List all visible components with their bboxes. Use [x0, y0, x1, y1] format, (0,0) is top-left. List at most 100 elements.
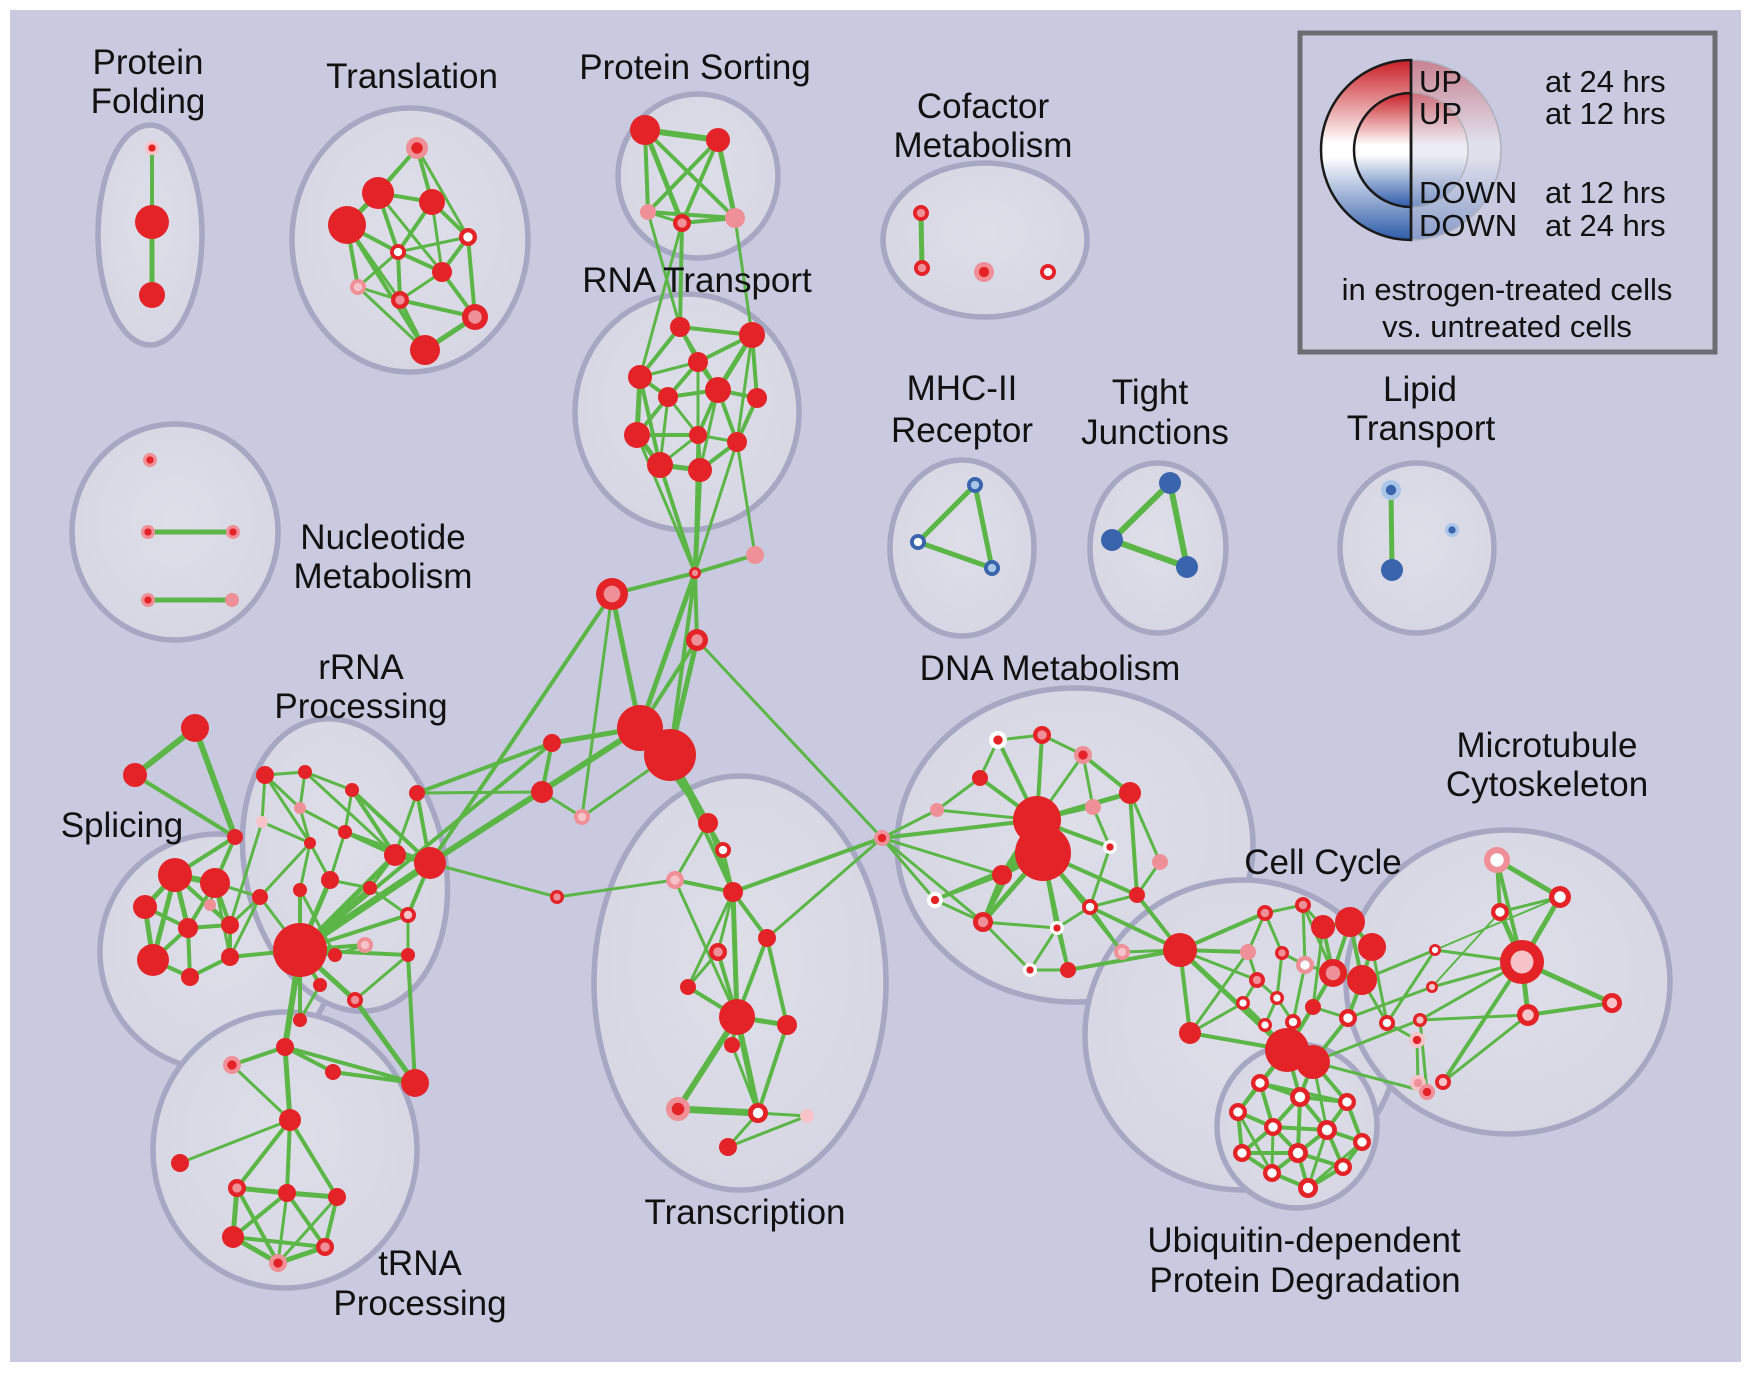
- gene-node-ub7[interactable]: [1233, 1144, 1251, 1162]
- gene-node-tn4[interactable]: [279, 1109, 301, 1131]
- gene-node-tc7[interactable]: [666, 1097, 690, 1121]
- gene-node-tc5[interactable]: [777, 1015, 797, 1035]
- gene-node-j2[interactable]: [1101, 529, 1123, 551]
- gene-node-cc2[interactable]: [1295, 897, 1311, 913]
- gene-node-dm3[interactable]: [1074, 746, 1092, 764]
- gene-node-mt3[interactable]: [1491, 903, 1509, 921]
- gene-node-s1[interactable]: [689, 567, 701, 579]
- gene-node-pf1[interactable]: [145, 141, 159, 155]
- gene-node-ub10[interactable]: [1263, 1164, 1281, 1182]
- gene-node-tn6[interactable]: [228, 1179, 246, 1197]
- gene-node-l2[interactable]: [1381, 559, 1403, 581]
- gene-node-pf3[interactable]: [139, 282, 165, 308]
- gene-node-ub4[interactable]: [1229, 1103, 1247, 1121]
- gene-node-t7[interactable]: [432, 262, 452, 282]
- gene-node-ub2[interactable]: [1290, 1087, 1310, 1107]
- gene-node-r5[interactable]: [658, 387, 678, 407]
- gene-node-dm4[interactable]: [972, 770, 988, 786]
- gene-node-s6[interactable]: [531, 781, 553, 803]
- gene-node-dm17[interactable]: [1050, 921, 1064, 935]
- gene-node-sp9[interactable]: [204, 899, 216, 911]
- gene-node-cc15[interactable]: [1258, 1018, 1272, 1032]
- gene-node-sp6[interactable]: [137, 944, 169, 976]
- gene-node-dm15[interactable]: [1082, 899, 1098, 915]
- gene-node-tc1[interactable]: [758, 929, 776, 947]
- gene-node-rr5[interactable]: [256, 816, 268, 828]
- gene-node-dm21[interactable]: [1163, 933, 1197, 967]
- gene-node-s2[interactable]: [746, 546, 764, 564]
- gene-node-cc18[interactable]: [1379, 1015, 1395, 1031]
- gene-node-c3[interactable]: [974, 262, 994, 282]
- gene-node-tn3[interactable]: [401, 1069, 429, 1097]
- gene-node-sp1[interactable]: [158, 858, 192, 892]
- gene-node-n1[interactable]: [143, 453, 157, 467]
- gene-node-r8[interactable]: [624, 422, 650, 448]
- gene-node-cc24[interactable]: [1419, 1084, 1435, 1100]
- gene-node-m2[interactable]: [910, 534, 926, 550]
- gene-node-ub12[interactable]: [1298, 1178, 1318, 1198]
- gene-node-ub5[interactable]: [1264, 1118, 1282, 1136]
- gene-node-rr13[interactable]: [400, 907, 416, 923]
- gene-node-cc12[interactable]: [1270, 991, 1284, 1005]
- gene-node-dm0[interactable]: [874, 830, 890, 846]
- gene-node-s5[interactable]: [543, 734, 561, 752]
- gene-node-ub6[interactable]: [1317, 1120, 1337, 1140]
- gene-node-tc6[interactable]: [724, 1037, 740, 1053]
- gene-node-rr18[interactable]: [347, 992, 363, 1008]
- gene-node-s4[interactable]: [686, 629, 708, 651]
- gene-node-mt10[interactable]: [1435, 1074, 1451, 1090]
- gene-node-tri1[interactable]: [181, 714, 209, 742]
- gene-node-l1[interactable]: [1381, 480, 1401, 500]
- gene-node-dm11[interactable]: [992, 865, 1012, 885]
- gene-node-rr7[interactable]: [304, 837, 316, 849]
- gene-node-tc12[interactable]: [666, 871, 684, 889]
- gene-node-cc9[interactable]: [1319, 959, 1347, 987]
- gene-node-tn9[interactable]: [222, 1226, 244, 1248]
- gene-node-t5[interactable]: [390, 244, 406, 260]
- gene-node-m3[interactable]: [984, 560, 1000, 576]
- gene-node-p4[interactable]: [673, 214, 691, 232]
- gene-node-cc14[interactable]: [1285, 1014, 1301, 1030]
- gene-node-mt6[interactable]: [1517, 1004, 1539, 1026]
- gene-node-r4[interactable]: [628, 365, 652, 389]
- gene-node-rr19[interactable]: [293, 1013, 307, 1027]
- gene-node-sp5[interactable]: [221, 916, 239, 934]
- gene-node-r3[interactable]: [688, 352, 708, 372]
- gene-node-hub2[interactable]: [644, 729, 696, 781]
- gene-node-tri2[interactable]: [123, 763, 147, 787]
- gene-node-r12[interactable]: [688, 458, 712, 482]
- gene-node-rr8[interactable]: [414, 847, 446, 879]
- gene-node-rr4[interactable]: [294, 802, 306, 814]
- gene-node-p5[interactable]: [725, 208, 745, 228]
- gene-node-c1[interactable]: [913, 205, 929, 221]
- gene-node-r9[interactable]: [689, 426, 707, 444]
- gene-node-tn8[interactable]: [328, 1188, 346, 1206]
- gene-node-sp7[interactable]: [181, 968, 199, 986]
- gene-node-t8[interactable]: [350, 279, 366, 295]
- gene-node-cc1[interactable]: [1257, 905, 1273, 921]
- gene-node-p1[interactable]: [630, 115, 660, 145]
- gene-node-t3[interactable]: [419, 189, 445, 215]
- gene-node-cc5[interactable]: [1358, 933, 1386, 961]
- gene-node-r1[interactable]: [670, 317, 690, 337]
- gene-node-sp10[interactable]: [252, 889, 268, 905]
- gene-node-rr12[interactable]: [293, 883, 307, 897]
- gene-node-tc4[interactable]: [719, 999, 755, 1035]
- gene-node-dm14[interactable]: [973, 912, 993, 932]
- gene-node-dm5[interactable]: [930, 803, 944, 817]
- gene-node-cc17[interactable]: [1339, 1009, 1357, 1027]
- gene-node-mt5[interactable]: [1602, 993, 1622, 1013]
- gene-node-tn1[interactable]: [223, 1056, 241, 1074]
- gene-node-tn11[interactable]: [269, 1254, 287, 1272]
- gene-node-r6[interactable]: [705, 377, 731, 403]
- gene-node-dm16[interactable]: [1129, 887, 1145, 903]
- gene-node-rr14[interactable]: [357, 937, 373, 953]
- gene-node-ub3[interactable]: [1338, 1093, 1356, 1111]
- gene-node-mt4[interactable]: [1500, 940, 1544, 984]
- gene-node-rr17[interactable]: [313, 978, 327, 992]
- gene-node-n5[interactable]: [225, 593, 239, 607]
- gene-node-tn10[interactable]: [316, 1238, 334, 1256]
- gene-node-r7[interactable]: [747, 388, 767, 408]
- gene-node-tn0[interactable]: [276, 1038, 294, 1056]
- gene-node-dm10[interactable]: [1103, 840, 1117, 854]
